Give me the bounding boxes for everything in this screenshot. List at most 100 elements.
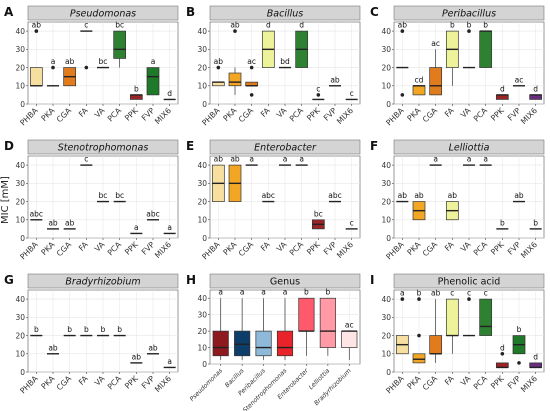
panel-letter: H xyxy=(186,273,196,287)
y-tick-label: 0 xyxy=(20,100,25,109)
significance-letter: a xyxy=(261,288,266,297)
significance-letter: ab xyxy=(132,352,142,361)
facet-title: Lelliottia xyxy=(449,143,490,154)
significance-letter: a xyxy=(51,57,56,66)
significance-letter: ab xyxy=(230,21,240,30)
box-ppk: ab xyxy=(130,352,143,364)
box-fa: b xyxy=(80,325,93,337)
facet-title: Phenolic acid xyxy=(438,277,501,288)
y-tick-label: 30 xyxy=(197,310,207,319)
significance-letter: ab xyxy=(448,191,458,200)
significance-letter: c xyxy=(84,155,88,164)
outlier-point xyxy=(400,29,405,33)
facet-title: Stenotrophomonas xyxy=(58,143,149,154)
significance-letter: a xyxy=(151,57,156,66)
box-pka: ab xyxy=(47,343,59,355)
x-tick-label: PCA xyxy=(288,240,306,258)
box-fa: d xyxy=(261,21,275,68)
facet-strip xyxy=(209,273,361,289)
x-tick-label: MIX6 xyxy=(153,240,173,260)
box-va: bd xyxy=(279,57,291,69)
panel-b: B Bacillus 0 10 20 30 40 ab ab ac d bd d c ab c PHBA PKAC… xyxy=(186,5,361,127)
significance-letter: ab xyxy=(148,343,158,352)
significance-letter: a xyxy=(400,289,405,298)
x-tick-label: PHBA xyxy=(200,240,222,262)
significance-letter: bc xyxy=(115,191,124,200)
significance-letter: a xyxy=(240,288,245,297)
y-tick-label: 20 xyxy=(197,327,207,336)
box-fvp: a xyxy=(146,57,160,96)
box-va: b xyxy=(97,325,109,337)
significance-letter: d xyxy=(266,21,271,30)
box-ppk: a xyxy=(130,223,143,235)
box-fa: c xyxy=(80,21,93,70)
facet-strip xyxy=(27,273,179,289)
x-tick-label: CGA xyxy=(55,240,74,259)
significance-letter: a xyxy=(167,223,172,232)
significance-letter: ac xyxy=(515,75,524,84)
x-tick-label: PHBA xyxy=(18,374,40,396)
panel-letter: A xyxy=(4,5,14,19)
x-tick-label: CGA xyxy=(237,106,256,125)
y-tick-label: 10 xyxy=(15,82,25,91)
box-body xyxy=(412,85,426,96)
x-tick-label: PPK xyxy=(489,239,506,256)
box-pka: ab xyxy=(228,21,242,95)
significance-letter: ab xyxy=(398,191,408,200)
panel-letter: C xyxy=(370,5,379,19)
significance-letter: b xyxy=(500,218,505,227)
box-mix6: d xyxy=(529,352,543,369)
x-tick-label: PHBA xyxy=(384,240,406,262)
y-tick-label: 40 xyxy=(15,295,25,304)
x-tick-label: PCA xyxy=(288,106,306,124)
significance-letter: b xyxy=(67,325,72,334)
box-mix6: c xyxy=(345,89,358,101)
x-tick-label: PHBA xyxy=(18,240,40,262)
y-tick-label: 30 xyxy=(15,179,25,188)
x-tick-label: CGA xyxy=(421,106,440,125)
box-va: bc xyxy=(97,57,109,69)
x-tick-label: PCA xyxy=(106,106,124,124)
box-pca: a xyxy=(479,155,492,166)
significance-letter: a xyxy=(167,357,172,366)
significance-letter: cd xyxy=(415,75,424,84)
facet-title: Pseudomonas xyxy=(70,9,136,20)
y-tick-label: 20 xyxy=(381,197,391,206)
outlier-point xyxy=(233,29,237,33)
x-tick-label: FA xyxy=(77,240,90,253)
y-tick-label: 30 xyxy=(197,179,207,188)
outlier-point xyxy=(467,29,471,33)
y-tick-label: 30 xyxy=(197,45,207,54)
box-body xyxy=(412,353,426,364)
y-tick-label: 0 xyxy=(202,360,207,369)
box-bradyrhizobium: ac xyxy=(341,321,358,360)
panel-letter: E xyxy=(186,139,194,153)
x-tick-label: PKA xyxy=(221,240,238,257)
outlier-point xyxy=(417,297,421,301)
significance-letter: a xyxy=(283,288,288,297)
box-phba: abc xyxy=(30,209,43,221)
facet-title: Bradyrhizobium xyxy=(65,277,140,288)
significance-letter: d xyxy=(533,84,538,93)
box-fa: abc xyxy=(262,191,275,203)
outlier-point xyxy=(84,65,89,70)
x-tick-label: MIX6 xyxy=(519,106,539,126)
significance-letter: bd xyxy=(280,57,290,66)
significance-letter: a xyxy=(299,155,304,164)
y-tick-label: 30 xyxy=(15,45,25,54)
y-tick-label: 10 xyxy=(15,216,25,225)
outlier-point xyxy=(249,65,254,70)
box-pca: b xyxy=(479,21,493,68)
x-tick-label: PPK xyxy=(123,373,140,390)
box-cga: a xyxy=(245,155,258,166)
box-body xyxy=(429,67,443,96)
x-tick-label: PPK xyxy=(305,105,322,122)
box-body xyxy=(212,330,229,357)
box-phba: ab xyxy=(29,21,43,87)
box-va: c xyxy=(463,289,475,337)
significance-letter: ab xyxy=(48,343,58,352)
